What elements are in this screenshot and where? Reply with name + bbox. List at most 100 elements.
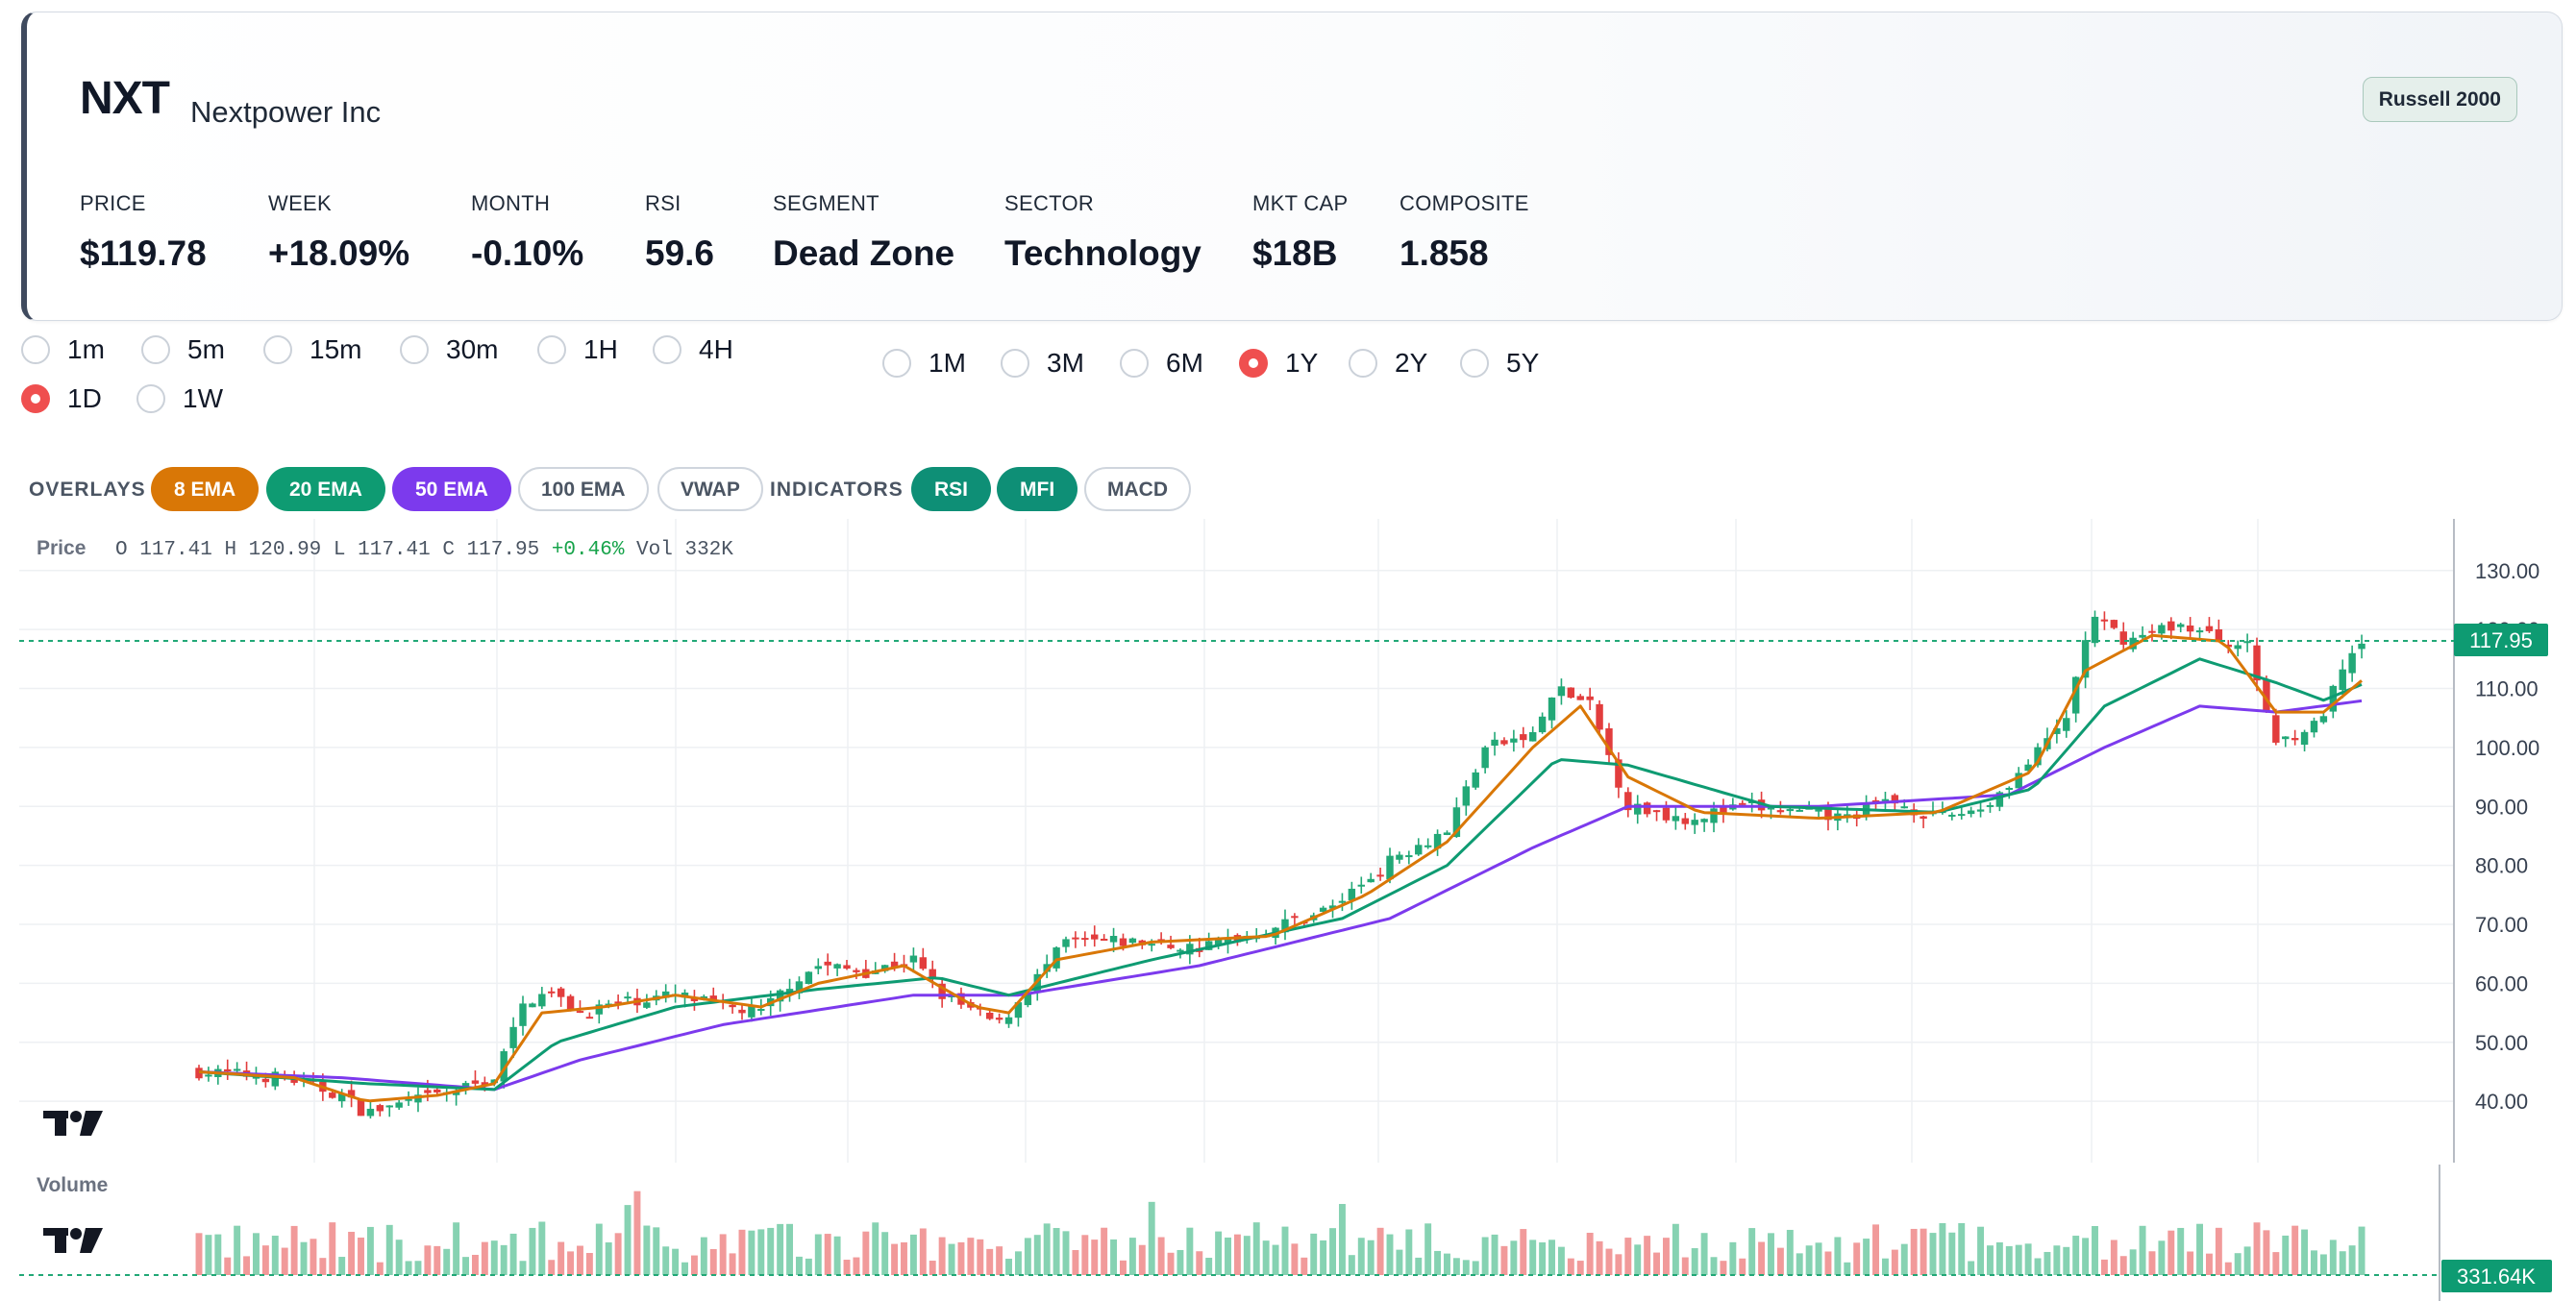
overlay-toggle-100-ema[interactable]: 100 EMA [518,467,649,511]
volume-bar [1148,1201,1155,1275]
range-radio-3m[interactable]: 3M [1001,347,1084,380]
volume-bar [2196,1223,2204,1275]
candle-body [1995,792,2004,807]
candle-body [1348,888,1356,900]
candle-body [2177,624,2185,627]
candle-body [814,966,822,970]
interval-radio-1m[interactable]: 1m [21,333,105,366]
volume-bar [2024,1243,2032,1275]
radio-circle[interactable] [882,349,911,378]
interval-radio-30m[interactable]: 30m [400,333,498,366]
radio-circle[interactable] [21,384,50,413]
radio-circle[interactable] [1460,349,1489,378]
interval-radio-5m[interactable]: 5m [141,333,225,366]
volume-bar [1033,1235,1041,1275]
metric-value: +18.09% [268,233,410,273]
interval-radio-4h[interactable]: 4H [653,333,733,366]
metric-price: PRICE $119.78 [80,191,207,274]
candle-body [1053,947,1060,969]
volume-bar [1691,1248,1698,1275]
price-chart[interactable]: Price O 117.41 H 120.99 L 117.41 C 117.9… [0,519,2576,1301]
interval-radio-1d[interactable]: 1D [21,382,102,415]
chart-background [0,519,2576,1301]
volume-bar [909,1234,917,1275]
volume-bar [2282,1235,2290,1275]
volume-bar [577,1245,583,1275]
indicator-toggle-macd[interactable]: MACD [1084,467,1191,511]
candle-body [2148,630,2156,633]
candle-body [1100,938,1108,941]
candle-body [452,1092,460,1095]
volume-bar [2063,1246,2070,1275]
volume-bar [281,1247,288,1275]
radio-circle[interactable] [1239,349,1268,378]
candle-body [1510,738,1518,743]
metric-week: WEEK +18.09% [268,191,409,274]
overlay-toggle-8-ema[interactable]: 8 EMA [151,467,260,511]
volume-bar [748,1230,755,1275]
radio-circle[interactable] [141,335,170,364]
radio-label: 1m [67,334,105,364]
volume-bar [1357,1238,1365,1275]
ema-8-line [198,633,2363,1103]
volume-bar [2311,1250,2317,1275]
volume-bar [1605,1248,1613,1275]
volume-bar [1758,1241,1766,1275]
volume-bar [2215,1227,2222,1275]
volume-bar [2272,1252,2280,1275]
volume-bar [938,1237,946,1275]
range-radio-5y[interactable]: 5Y [1460,347,1539,380]
interval-radio-1w[interactable]: 1W [136,382,223,415]
volume-bar [919,1228,927,1275]
volume-bar [414,1261,422,1275]
overlay-toggle-50-ema[interactable]: 50 EMA [392,467,511,511]
volume-bar [1872,1224,1879,1275]
indicator-toggle-rsi[interactable]: RSI [911,467,992,511]
candle-body [729,1004,736,1008]
range-radio-2y[interactable]: 2Y [1349,347,1427,380]
candle-body [1520,734,1527,741]
radio-circle[interactable] [21,335,50,364]
overlay-toggle-vwap[interactable]: VWAP [657,467,763,511]
candle-body [1204,941,1213,950]
radio-circle[interactable] [1120,349,1149,378]
candle-body [2100,619,2109,622]
volume-bar [777,1223,784,1275]
candle-body [1004,1017,1013,1024]
range-radio-6m[interactable]: 6M [1120,347,1203,380]
candle-body [614,1001,622,1004]
radio-circle[interactable] [1349,349,1377,378]
candle-body [2091,616,2099,644]
candle-body [2310,721,2318,733]
volume-bar [2224,1262,2232,1275]
volume-bar [1615,1254,1622,1275]
volume-bar [1796,1253,1803,1275]
radio-circle[interactable] [653,335,681,364]
radio-circle[interactable] [1001,349,1029,378]
radio-circle[interactable] [537,335,566,364]
volume-bar [205,1235,212,1275]
volume-bar [395,1240,403,1275]
volume-bar [643,1225,651,1275]
interval-radio-1h[interactable]: 1H [537,333,618,366]
interval-radio-15m[interactable]: 15m [263,333,361,366]
candle-body [224,1068,232,1072]
candle-body [357,1099,365,1117]
overlay-toggle-20-ema[interactable]: 20 EMA [266,467,385,511]
volume-bar [214,1234,222,1275]
indicator-toggle-mfi[interactable]: MFI [997,467,1078,511]
radio-circle[interactable] [400,335,429,364]
range-radio-1y[interactable]: 1Y [1239,347,1318,380]
volume-bar [519,1261,527,1275]
volume-bar [195,1233,203,1275]
radio-circle[interactable] [136,384,165,413]
radio-circle[interactable] [263,335,292,364]
candle-body [337,1093,346,1102]
volume-bar [2072,1236,2080,1275]
volume-bar [729,1253,736,1275]
candle-body [824,961,831,966]
candle-body [995,1018,1003,1020]
range-radio-1m[interactable]: 1M [882,347,966,380]
candle-body [1986,804,1994,807]
volume-bar [2339,1251,2346,1275]
